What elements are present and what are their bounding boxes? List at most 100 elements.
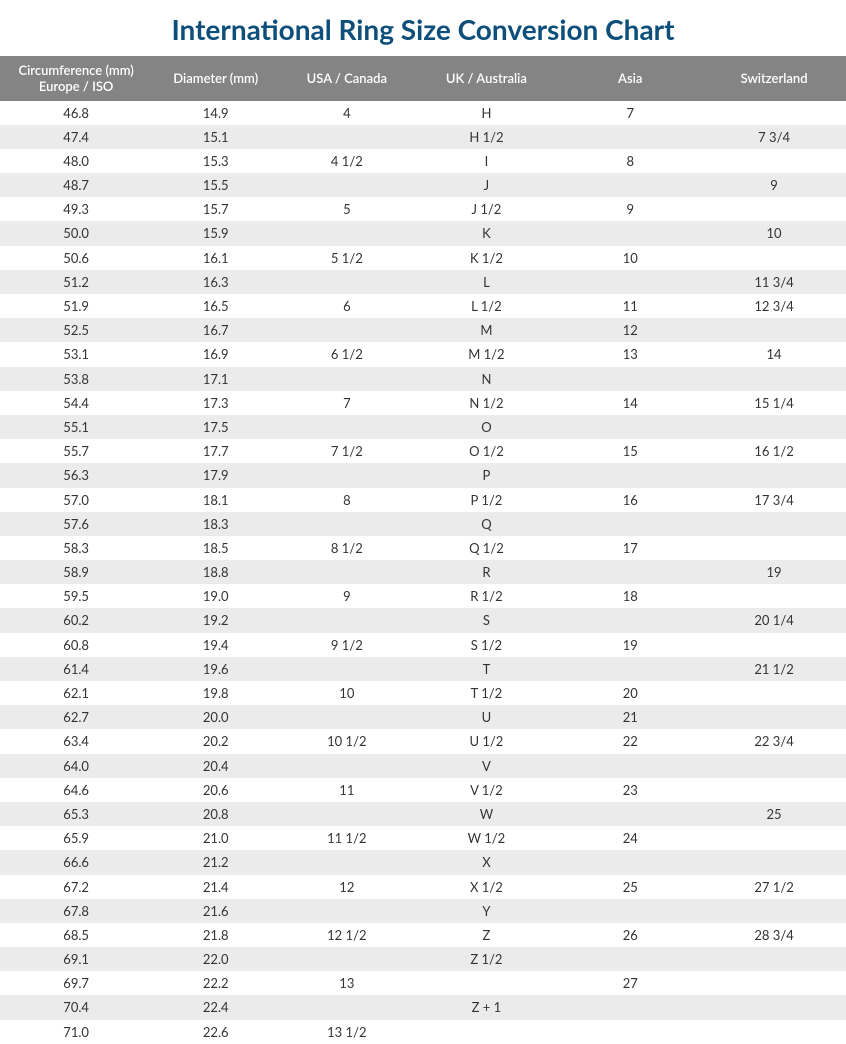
table-cell: 17 xyxy=(558,536,702,560)
table-cell xyxy=(279,125,414,149)
table-cell: Z xyxy=(415,923,559,947)
table-row: 46.814.94H7 xyxy=(0,101,846,125)
table-cell: 71.0 xyxy=(0,1020,152,1044)
table-cell: Q xyxy=(415,512,559,536)
table-cell: 9 xyxy=(558,197,702,221)
table-row: 70.422.4Z + 1 xyxy=(0,995,846,1019)
table-cell: 20.0 xyxy=(152,705,279,729)
table-cell: 19 xyxy=(558,633,702,657)
table-cell: 17.1 xyxy=(152,367,279,391)
table-cell xyxy=(558,850,702,874)
table-cell xyxy=(702,681,846,705)
table-cell: 55.1 xyxy=(0,415,152,439)
table-cell: 21.2 xyxy=(152,850,279,874)
table-row: 55.117.5O xyxy=(0,415,846,439)
table-cell xyxy=(702,536,846,560)
table-row: 49.315.75J 1/29 xyxy=(0,197,846,221)
table-cell xyxy=(702,584,846,608)
table-cell xyxy=(279,947,414,971)
table-cell: 14 xyxy=(558,391,702,415)
table-cell xyxy=(558,608,702,632)
table-cell: 14 xyxy=(702,342,846,366)
table-cell: R xyxy=(415,560,559,584)
table-cell: 22.4 xyxy=(152,995,279,1019)
table-cell: 65.9 xyxy=(0,826,152,850)
table-cell xyxy=(702,197,846,221)
table-cell: 20.8 xyxy=(152,802,279,826)
table-cell: 46.8 xyxy=(0,101,152,125)
table-cell: 15.5 xyxy=(152,173,279,197)
table-cell xyxy=(702,318,846,342)
table-cell: 24 xyxy=(558,826,702,850)
table-row: 58.918.8R19 xyxy=(0,560,846,584)
table-cell: 19.8 xyxy=(152,681,279,705)
table-cell: 4 xyxy=(279,101,414,125)
table-cell xyxy=(702,826,846,850)
table-cell: 70.4 xyxy=(0,995,152,1019)
table-cell xyxy=(415,1020,559,1044)
table-cell xyxy=(558,802,702,826)
table-cell: 48.0 xyxy=(0,149,152,173)
table-row: 56.317.9P xyxy=(0,463,846,487)
table-cell: 16.1 xyxy=(152,246,279,270)
table-cell: 66.6 xyxy=(0,850,152,874)
table-cell xyxy=(702,149,846,173)
table-cell: 15.1 xyxy=(152,125,279,149)
table-cell: 25 xyxy=(702,802,846,826)
table-cell: R 1/2 xyxy=(415,584,559,608)
table-cell: 56.3 xyxy=(0,463,152,487)
table-cell: 12 1/2 xyxy=(279,923,414,947)
table-cell: 15.3 xyxy=(152,149,279,173)
table-cell: 11 1/2 xyxy=(279,826,414,850)
table-row: 62.720.0U21 xyxy=(0,705,846,729)
table-cell xyxy=(558,415,702,439)
table-cell: T 1/2 xyxy=(415,681,559,705)
table-row: 67.221.412X 1/22527 1/2 xyxy=(0,875,846,899)
table-row: 47.415.1H 1/27 3/4 xyxy=(0,125,846,149)
table-cell xyxy=(558,1020,702,1044)
table-row: 50.015.9K10 xyxy=(0,221,846,245)
table-cell xyxy=(279,802,414,826)
table-cell: 19 xyxy=(702,560,846,584)
table-cell: 10 xyxy=(558,246,702,270)
table-cell: 7 1/2 xyxy=(279,439,414,463)
table-cell xyxy=(279,415,414,439)
table-cell: 8 1/2 xyxy=(279,536,414,560)
table-row: 67.821.6Y xyxy=(0,899,846,923)
table-cell xyxy=(558,899,702,923)
table-cell: 9 1/2 xyxy=(279,633,414,657)
table-cell: K 1/2 xyxy=(415,246,559,270)
table-cell: 19.4 xyxy=(152,633,279,657)
table-row: 50.616.15 1/2K 1/210 xyxy=(0,246,846,270)
column-header: USA / Canada xyxy=(279,56,414,101)
table-cell: N xyxy=(415,367,559,391)
table-cell: 16 1/2 xyxy=(702,439,846,463)
table-cell xyxy=(702,971,846,995)
table-cell xyxy=(279,995,414,1019)
table-cell: 19.0 xyxy=(152,584,279,608)
table-cell: L xyxy=(415,270,559,294)
table-cell xyxy=(558,270,702,294)
table-cell: P 1/2 xyxy=(415,488,559,512)
table-cell xyxy=(702,415,846,439)
table-cell: L 1/2 xyxy=(415,294,559,318)
table-cell xyxy=(702,754,846,778)
table-cell: 16.9 xyxy=(152,342,279,366)
table-row: 59.519.09R 1/218 xyxy=(0,584,846,608)
table-cell xyxy=(279,463,414,487)
table-cell xyxy=(279,850,414,874)
table-cell: 13 1/2 xyxy=(279,1020,414,1044)
table-cell: 15 xyxy=(558,439,702,463)
table-cell: 21.6 xyxy=(152,899,279,923)
table-cell: 64.0 xyxy=(0,754,152,778)
table-cell xyxy=(702,850,846,874)
table-row: 66.621.2X xyxy=(0,850,846,874)
column-header: Diameter (mm) xyxy=(152,56,279,101)
table-cell: 18 xyxy=(558,584,702,608)
table-cell: 64.6 xyxy=(0,778,152,802)
table-row: 64.020.4V xyxy=(0,754,846,778)
table-row: 53.116.96 1/2M 1/21314 xyxy=(0,342,846,366)
table-cell xyxy=(558,463,702,487)
table-cell: 7 xyxy=(558,101,702,125)
table-cell: 52.5 xyxy=(0,318,152,342)
